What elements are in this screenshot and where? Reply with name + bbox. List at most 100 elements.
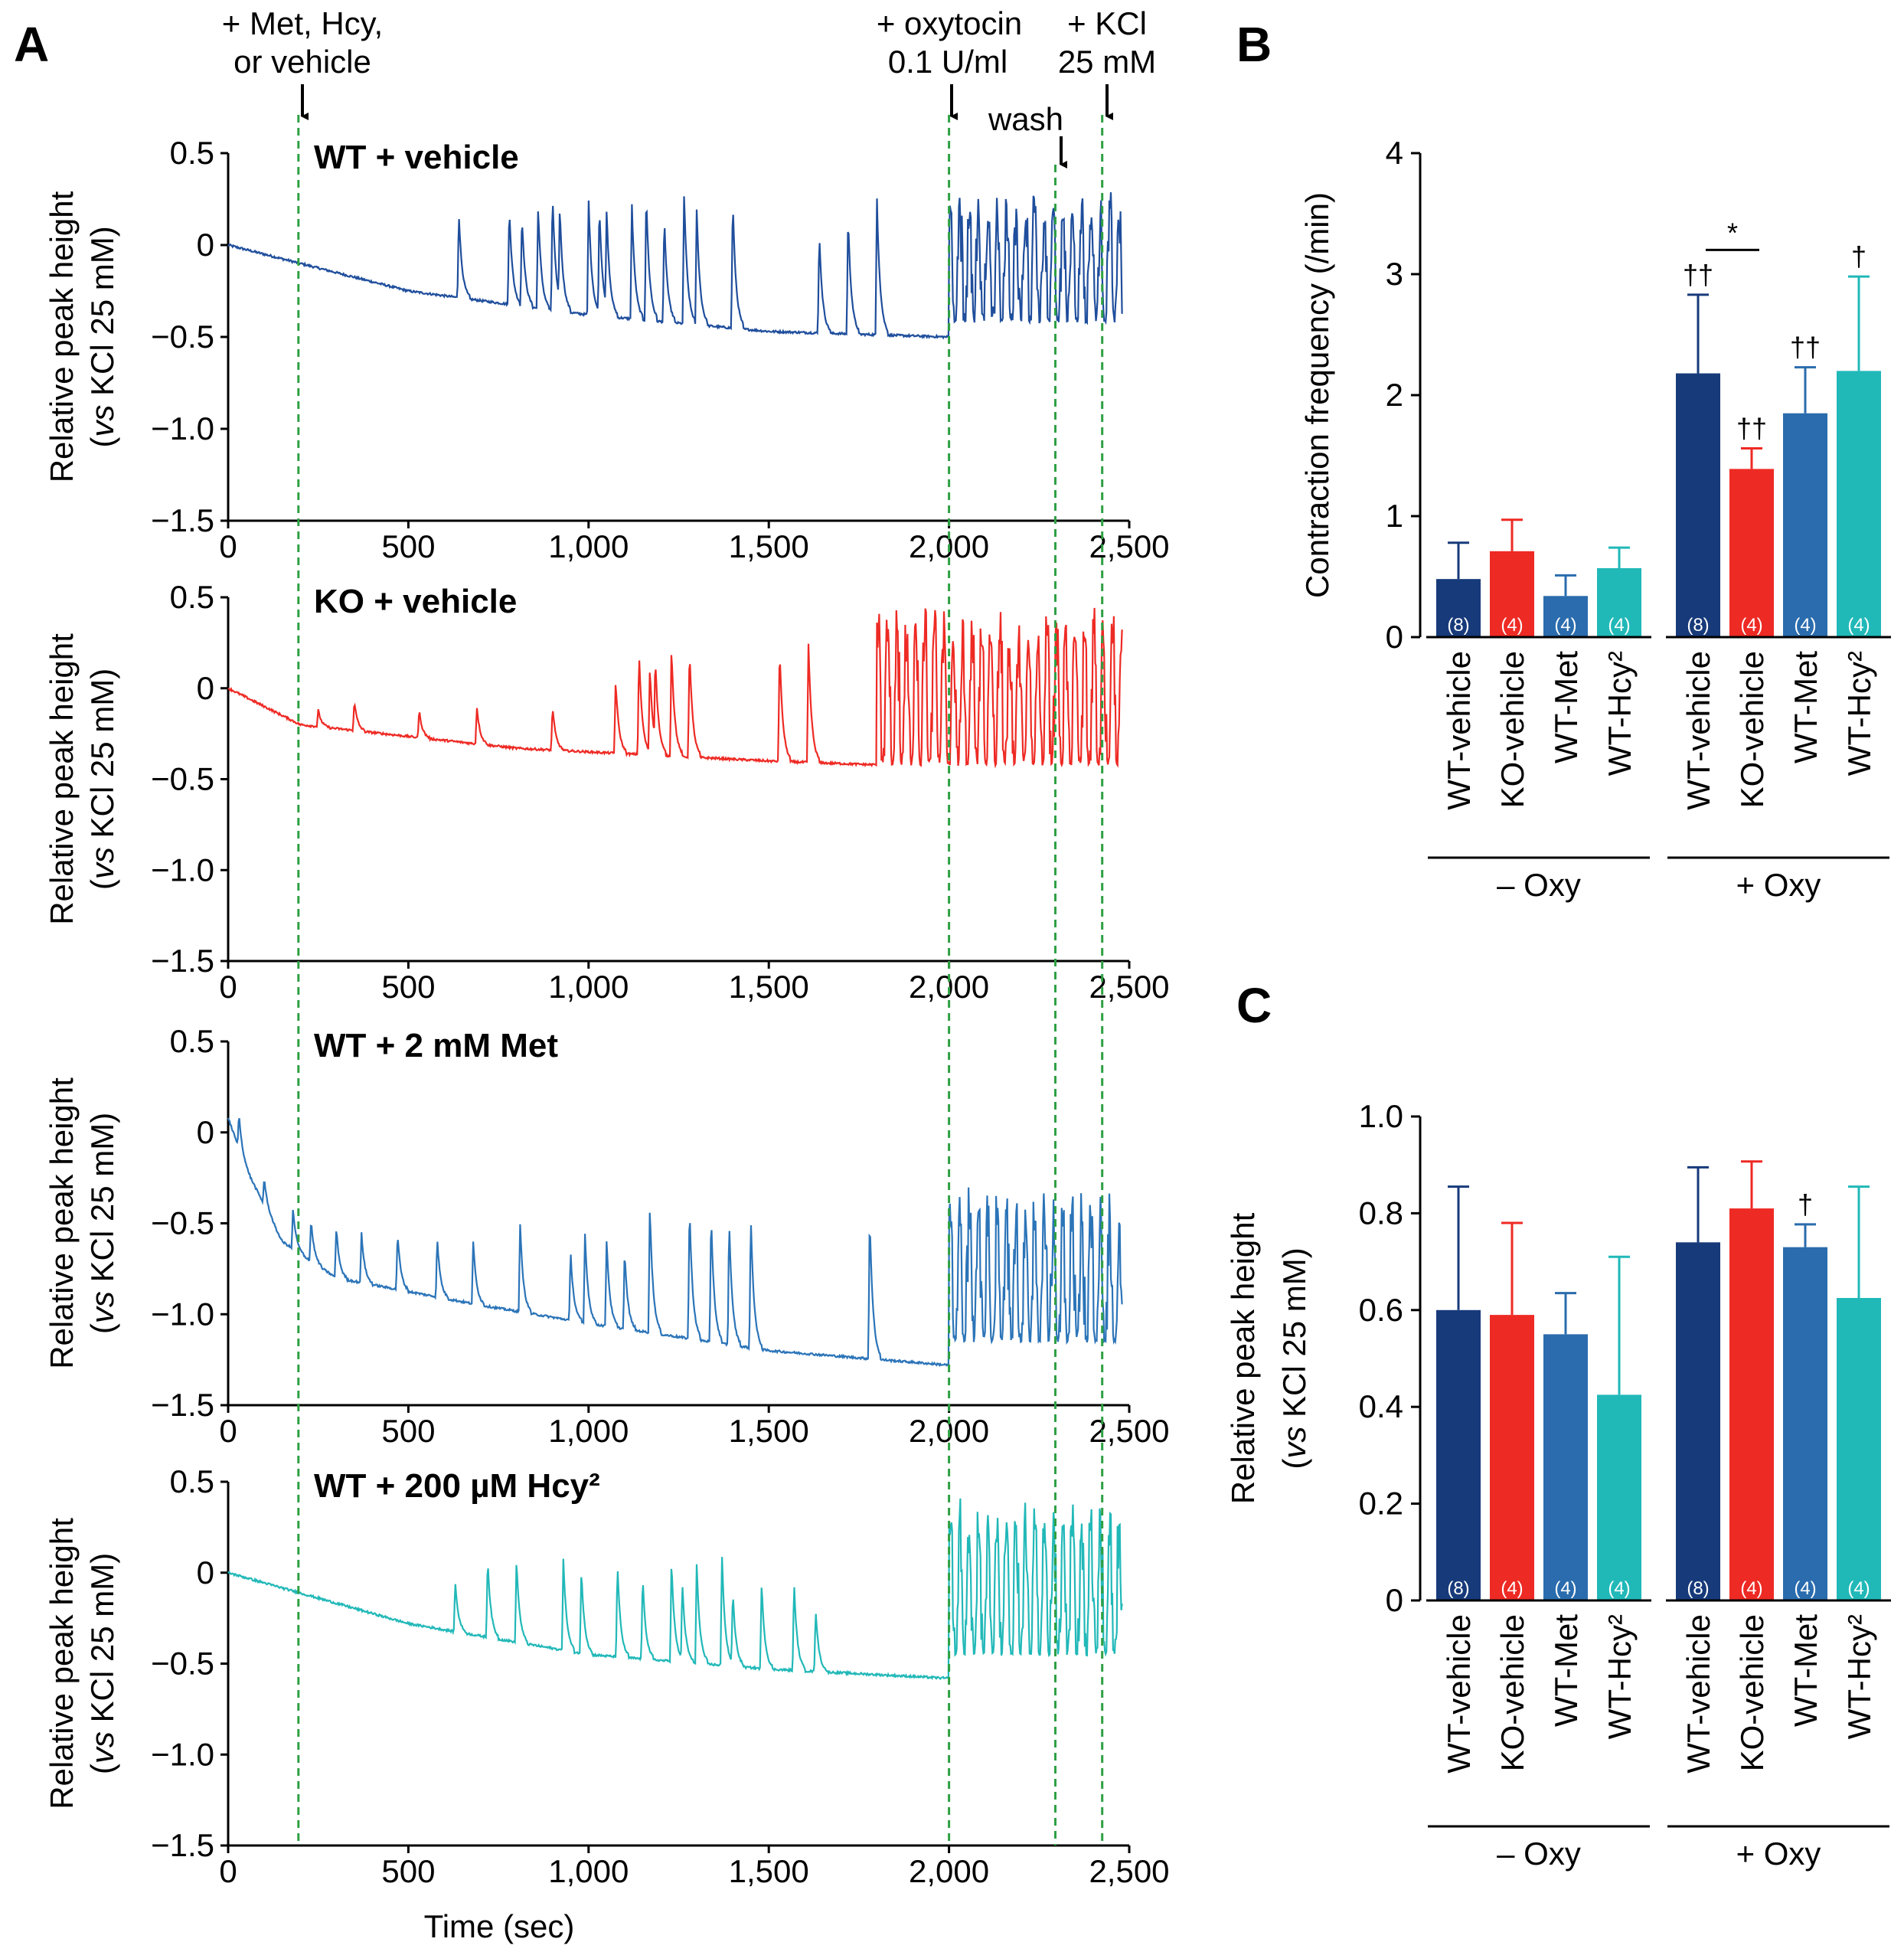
y-tick-label: −0.5 xyxy=(151,1646,214,1682)
ylabel-rest: KCl 25 mM) xyxy=(84,226,120,404)
panel-c-bar-WT-vehicle xyxy=(1676,1242,1720,1600)
x-tick-label: 500 xyxy=(381,969,435,1005)
ylabel-rest: KCl 25 mM) xyxy=(84,1553,120,1731)
y-tick-label: −1.5 xyxy=(151,502,214,538)
ylabel-open: ( xyxy=(84,1764,120,1774)
y-tick-label: 0.5 xyxy=(170,1023,214,1059)
panel-c-bar-WT-Met xyxy=(1543,1334,1588,1600)
panel-c-y-tick-label: 0.8 xyxy=(1359,1195,1403,1231)
panel-c-n-label: (4) xyxy=(1847,1578,1870,1599)
ylabel-italic: vs xyxy=(84,405,120,437)
panel-b-bar-WT-vehicle xyxy=(1676,373,1720,637)
panel-b-bar-KO-vehicle xyxy=(1490,551,1534,637)
ylabel-italic: vs xyxy=(84,847,120,879)
annotation-oxytocin-line1: + oxytocin xyxy=(877,5,1022,41)
y-axis-label-line2: (vs KCl 25 mM) xyxy=(84,226,120,447)
panel-b-chart: 0 1 2 3 4 Contraction frequency (/min) (8) WT-v… xyxy=(1299,135,1891,903)
trace-signal xyxy=(227,1117,1123,1368)
y-tick-label: −1.0 xyxy=(151,1296,214,1332)
panel-b-bar-WT-Hcy² xyxy=(1837,371,1881,637)
y-tick-label: 0.5 xyxy=(170,135,214,171)
panel-c-y-tick-label: 0.4 xyxy=(1359,1388,1403,1424)
y-axis-label-line1: Relative peak height xyxy=(44,633,80,925)
panel-b-category-label: WT-Met xyxy=(1548,651,1584,763)
panel-c-category-label: WT-vehicle xyxy=(1441,1614,1477,1774)
panel-b-y-tick-label: 3 xyxy=(1386,256,1403,292)
annotation-kcl-line2: 25 mM xyxy=(1058,44,1156,80)
x-tick-label: 2,000 xyxy=(909,1853,989,1889)
panel-b-sig-marker: †† xyxy=(1736,413,1767,444)
ylabel-open: ( xyxy=(1276,1459,1312,1470)
panel-b-category-label: WT-Hcy² xyxy=(1602,651,1638,776)
panel-c-y-tick-label: 0 xyxy=(1386,1582,1403,1618)
ylabel-italic: vs xyxy=(84,1291,120,1323)
panel-b-n-label: (4) xyxy=(1608,615,1630,636)
y-tick-label: −0.5 xyxy=(151,1205,214,1241)
panel-c-n-label: (4) xyxy=(1794,1578,1816,1599)
panel-c-letter: C xyxy=(1236,978,1272,1033)
ylabel-open: ( xyxy=(84,437,120,448)
y-tick-label: 0.5 xyxy=(170,1463,214,1499)
panel-b-bar-WT-Met xyxy=(1783,413,1827,637)
panel-b-n-label: (4) xyxy=(1847,615,1870,636)
y-axis-label-line1: Relative peak height xyxy=(44,1077,80,1369)
panel-a-annotations: + Met, Hcy, or vehicle + oxytocin 0.1 U/… xyxy=(222,5,1156,168)
x-tick-label: 500 xyxy=(381,1853,435,1889)
panel-b-sig-marker: †† xyxy=(1790,332,1821,363)
ylabel-italic: vs xyxy=(84,1731,120,1764)
y-tick-label: 0.5 xyxy=(170,579,214,615)
ylabel-italic: vs xyxy=(1276,1427,1312,1459)
panel-c-bar-KO-vehicle xyxy=(1729,1208,1774,1600)
panel-c-chart: 0 0.2 0.4 0.6 0.8 1.0 Relative peak height (vs … xyxy=(1225,1098,1891,1872)
trace-panel-2: 0.50−0.5−1.0−1.50 500 1,000 1,500 2,000 2,500… xyxy=(44,579,1170,1005)
panel-b-n-label: (4) xyxy=(1554,615,1576,636)
panel-b-letter: B xyxy=(1236,17,1272,72)
panel-c-category-label: WT-Hcy² xyxy=(1602,1614,1638,1739)
panel-b-bar-WT-Hcy² xyxy=(1597,567,1641,637)
y-tick-label: −0.5 xyxy=(151,761,214,797)
panel-b-sig-marker: † xyxy=(1851,240,1866,272)
panel-b-sig-star: * xyxy=(1727,217,1738,248)
panel-c-bar-WT-vehicle xyxy=(1436,1309,1481,1600)
trace-title: WT + 200 µM Hcy² xyxy=(314,1467,600,1505)
panel-c-y-tick-label: 0.6 xyxy=(1359,1292,1403,1328)
y-tick-label: −1.0 xyxy=(151,852,214,888)
panel-b-y-tick-label: 2 xyxy=(1386,377,1403,413)
ylabel-open: ( xyxy=(84,879,120,890)
panel-b-y-tick-label: 4 xyxy=(1386,135,1403,171)
trace-signal xyxy=(227,607,1123,769)
ylabel-rest: KCl 25 mM) xyxy=(1276,1247,1312,1426)
panel-c-bar-KO-vehicle xyxy=(1490,1315,1534,1600)
x-tick-label: 500 xyxy=(381,528,435,564)
panel-b-category-label: WT-Hcy² xyxy=(1841,651,1877,776)
annotation-treatment-line2: or vehicle xyxy=(234,44,371,80)
y-axis-label-line1: Relative peak height xyxy=(44,191,80,482)
trace-title: KO + vehicle xyxy=(314,583,517,620)
panel-b-y-tick-label: 1 xyxy=(1386,498,1403,534)
panel-c-bar-WT-Hcy² xyxy=(1837,1298,1881,1600)
panel-b-n-label: (8) xyxy=(1687,615,1709,636)
trace-signal xyxy=(227,192,1123,340)
y-axis-label-line1: Relative peak height xyxy=(44,1518,80,1810)
trace-signal xyxy=(227,1498,1123,1681)
panel-c-n-label: (8) xyxy=(1447,1578,1469,1599)
x-tick-label: 1,500 xyxy=(729,1413,809,1449)
panel-b-bar-KO-vehicle xyxy=(1729,469,1774,637)
panel-c-group-label: + Oxy xyxy=(1736,1836,1821,1872)
panel-b-n-label: (4) xyxy=(1501,615,1523,636)
annotation-treatment-line1: + Met, Hcy, xyxy=(222,5,383,41)
panel-c-category-label: WT-vehicle xyxy=(1680,1614,1716,1774)
x-tick-label: 0 xyxy=(219,969,237,1005)
x-tick-label: 0 xyxy=(219,528,237,564)
panel-c-n-label: (4) xyxy=(1554,1578,1576,1599)
panel-b-bar-WT-vehicle xyxy=(1436,579,1481,637)
annotation-oxytocin-line2: 0.1 U/ml xyxy=(888,44,1008,80)
ylabel-rest: KCl 25 mM) xyxy=(84,669,120,847)
y-tick-label: 0 xyxy=(197,227,214,263)
annotation-kcl-line1: + KCl xyxy=(1067,5,1147,41)
panel-c-category-label: WT-Met xyxy=(1788,1614,1824,1727)
panel-c-category-label: KO-vehicle xyxy=(1734,1614,1770,1771)
panel-b-y-tick-label: 0 xyxy=(1386,619,1403,655)
panel-c-category-label: WT-Hcy² xyxy=(1841,1614,1877,1739)
panel-a-xlabel: Time (sec) xyxy=(424,1908,575,1944)
